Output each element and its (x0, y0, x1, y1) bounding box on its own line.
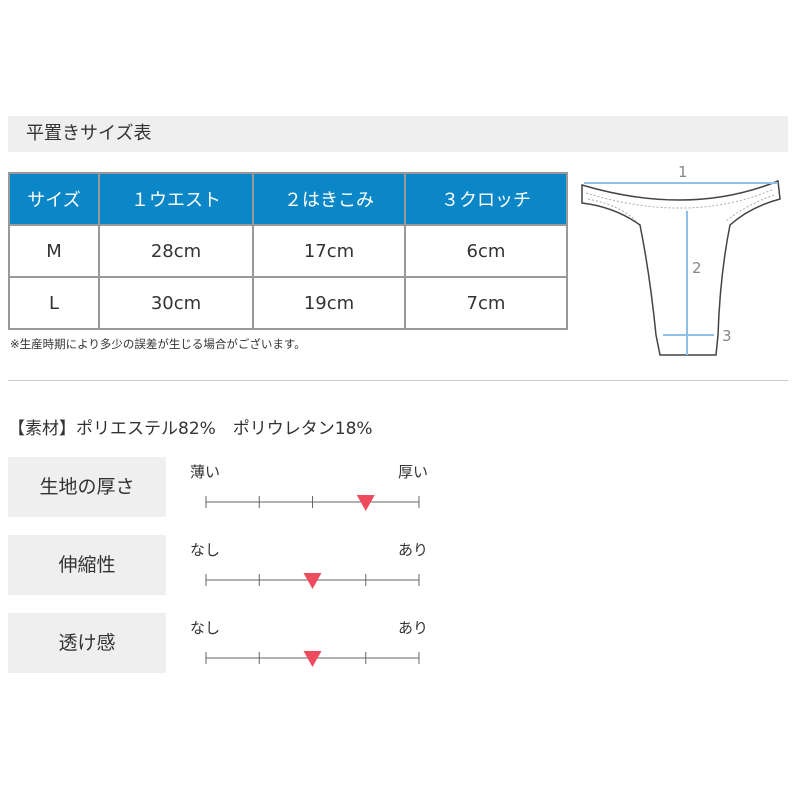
header-cell: １ウエスト (98, 172, 254, 226)
cell: 7cm (404, 276, 568, 330)
header-cell: ２はきこみ (252, 172, 406, 226)
section-title: 平置きサイズ表 (8, 116, 788, 152)
rating-scale (205, 651, 420, 667)
table-row: M 28cm 17cm 6cm (8, 224, 568, 278)
rating-marker-icon (303, 573, 322, 589)
cell: 17cm (252, 224, 406, 278)
rating-label: 生地の厚さ (8, 457, 166, 517)
cell: 28cm (98, 224, 254, 278)
rating-label: 透け感 (8, 613, 166, 673)
cell: 6cm (404, 224, 568, 278)
rating-scale (205, 573, 420, 589)
dimension-label-3: 3 (722, 327, 732, 345)
header-cell: ３クロッチ (404, 172, 568, 226)
divider (8, 380, 788, 381)
rating-low-label: 薄い (190, 463, 221, 481)
rating-high-label: 厚い (398, 463, 429, 481)
cell: M (8, 224, 100, 278)
garment-diagram: 1 2 3 (581, 163, 781, 356)
disclaimer-note: ※生産時期により多少の誤差が生じる場合がございます。 (10, 337, 306, 351)
table-row: L 30cm 19cm 7cm (8, 276, 568, 330)
cell: 19cm (252, 276, 406, 330)
table-header-row: サイズ １ウエスト ２はきこみ ３クロッチ (8, 172, 568, 226)
cell: L (8, 276, 100, 330)
dimension-label-1: 1 (678, 163, 688, 181)
rating-high-label: あり (398, 541, 429, 559)
material-text: 【素材】ポリエステル82% ポリウレタン18% (8, 419, 373, 439)
rating-label: 伸縮性 (8, 535, 166, 595)
rating-low-label: なし (190, 619, 221, 637)
rating-high-label: あり (398, 619, 429, 637)
header-cell: サイズ (8, 172, 100, 226)
cell: 30cm (98, 276, 254, 330)
rating-marker-icon (356, 495, 375, 511)
rating-marker-icon (303, 651, 322, 667)
size-table: サイズ １ウエスト ２はきこみ ３クロッチ M 28cm 17cm 6cm L … (8, 172, 568, 330)
dimension-label-2: 2 (692, 259, 702, 277)
rating-low-label: なし (190, 541, 221, 559)
rating-scale (205, 495, 420, 511)
